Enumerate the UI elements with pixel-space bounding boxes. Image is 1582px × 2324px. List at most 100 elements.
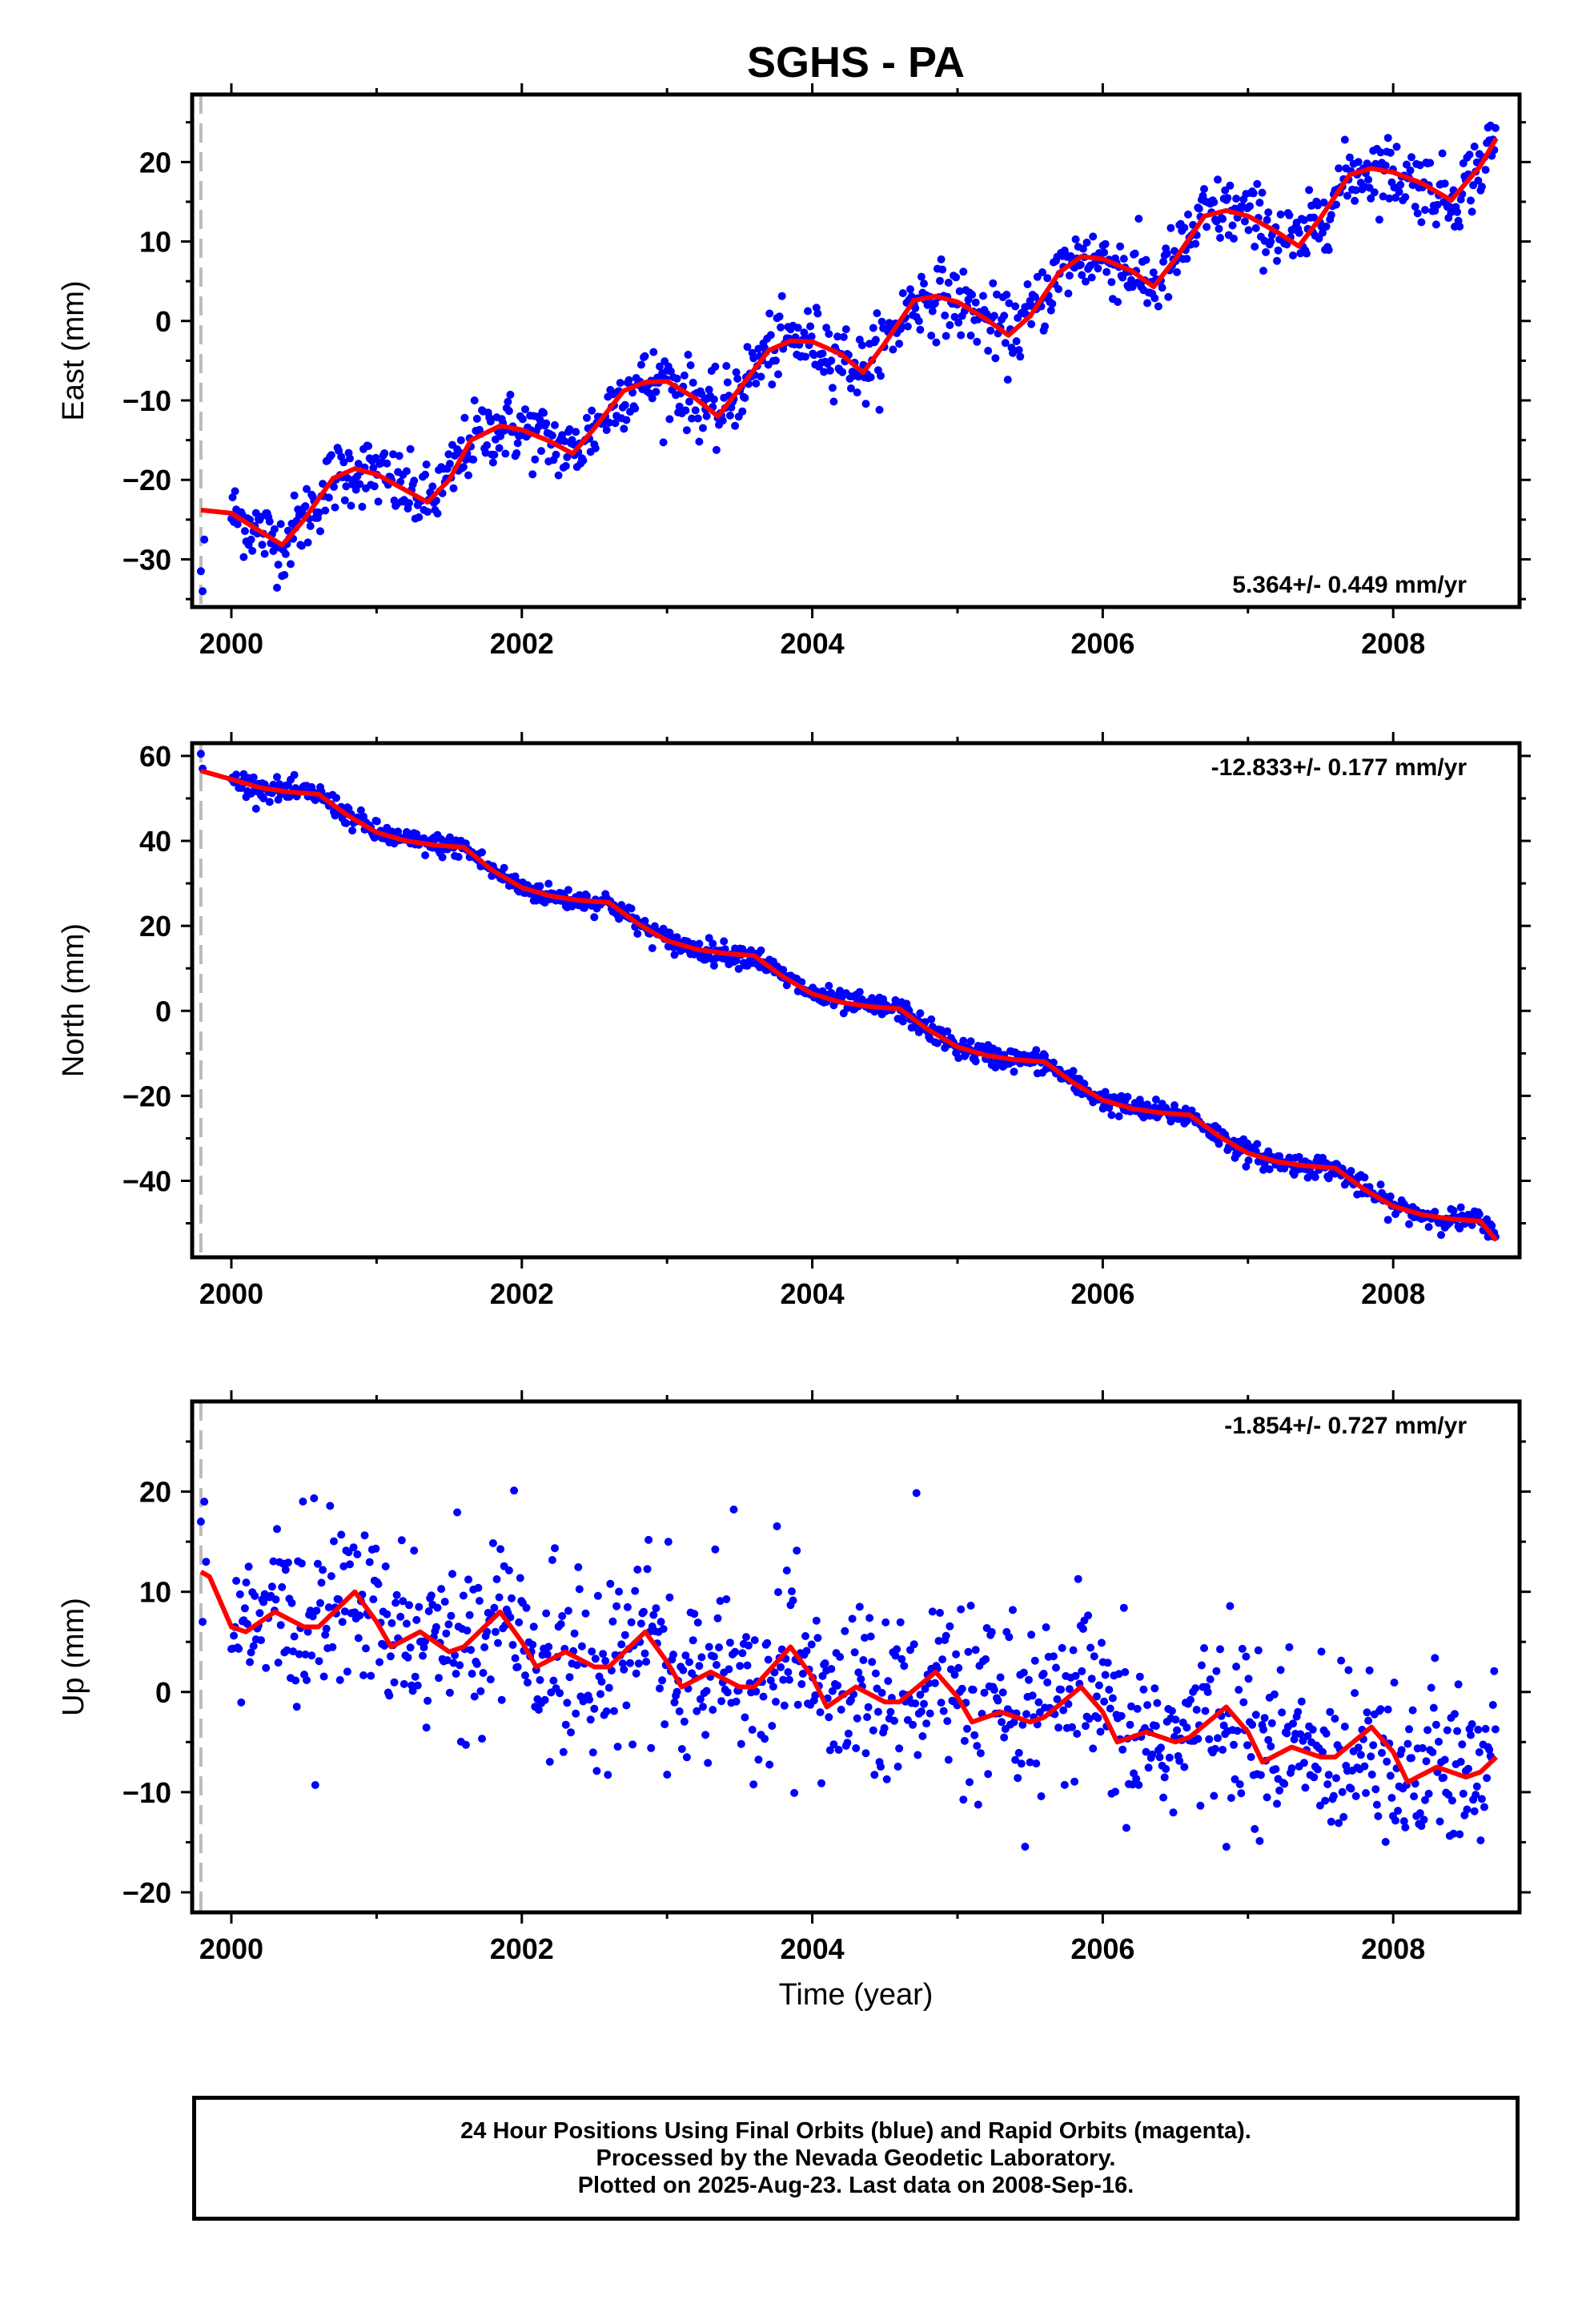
- data-point: [321, 1630, 330, 1639]
- data-point: [280, 571, 289, 579]
- data-point: [410, 1546, 419, 1555]
- data-point: [199, 587, 207, 596]
- data-point: [865, 1614, 874, 1622]
- data-point: [1294, 1707, 1303, 1716]
- data-point: [511, 1654, 520, 1663]
- data-point: [1431, 1208, 1439, 1216]
- data-point: [996, 1673, 1005, 1682]
- data-point: [681, 1651, 690, 1660]
- data-point: [1296, 1730, 1305, 1739]
- data-point: [591, 1655, 600, 1663]
- data-point: [463, 1626, 472, 1635]
- data-point: [1301, 1783, 1310, 1792]
- data-point: [954, 318, 963, 327]
- data-point: [370, 482, 379, 491]
- data-point: [757, 372, 765, 381]
- data-point: [769, 1683, 777, 1691]
- data-point: [480, 1643, 489, 1651]
- data-point: [1142, 255, 1150, 264]
- data-point: [1195, 204, 1203, 213]
- data-point: [601, 1657, 610, 1665]
- data-point: [274, 1659, 283, 1667]
- y-tick-label: −40: [122, 1164, 171, 1197]
- data-point: [1264, 1735, 1273, 1744]
- data-point: [1027, 1630, 1036, 1639]
- data-point: [1407, 1754, 1415, 1763]
- data-point: [673, 374, 681, 383]
- data-point: [1032, 1046, 1041, 1055]
- y-axis-label: North (mm): [57, 923, 90, 1077]
- data-point: [1196, 1801, 1205, 1810]
- data-point: [374, 1580, 383, 1589]
- x-tick-label: 2002: [490, 1932, 554, 1965]
- data-point: [643, 1565, 652, 1574]
- data-point: [973, 337, 982, 346]
- data-point: [196, 567, 205, 576]
- data-point: [492, 1575, 501, 1583]
- data-point: [1340, 135, 1349, 144]
- data-point: [774, 1588, 782, 1597]
- data-point: [400, 1679, 408, 1688]
- data-point: [1132, 1775, 1141, 1783]
- data-point: [490, 1603, 499, 1612]
- data-point: [871, 336, 880, 344]
- data-point: [1327, 211, 1335, 219]
- data-point: [720, 937, 729, 946]
- data-point: [1162, 1764, 1170, 1773]
- data-point: [770, 1668, 779, 1677]
- data-point: [1037, 1792, 1046, 1800]
- data-point: [1086, 1643, 1095, 1652]
- data-point: [813, 309, 822, 318]
- data-point: [1191, 1684, 1200, 1693]
- data-point: [1370, 188, 1379, 197]
- data-point: [853, 1714, 861, 1723]
- data-point: [554, 471, 563, 480]
- data-point: [255, 1609, 264, 1618]
- data-point: [327, 1572, 335, 1581]
- data-point: [1054, 1723, 1063, 1732]
- data-point: [1134, 215, 1143, 223]
- data-point: [615, 1587, 624, 1596]
- data-point: [1228, 221, 1237, 230]
- y-tick-label: 40: [139, 825, 171, 858]
- data-point: [765, 1760, 774, 1769]
- data-point: [1390, 1679, 1399, 1687]
- data-point: [1253, 179, 1262, 188]
- data-point: [1009, 1606, 1017, 1614]
- data-point: [468, 1670, 476, 1678]
- data-point: [1401, 1823, 1410, 1831]
- data-point: [1329, 1791, 1338, 1800]
- data-point: [563, 1699, 572, 1707]
- data-point: [1210, 1791, 1219, 1800]
- data-point: [1242, 1652, 1251, 1661]
- data-point: [1338, 1787, 1347, 1796]
- data-point: [406, 1643, 415, 1652]
- data-point: [1018, 1720, 1027, 1729]
- data-point: [330, 1537, 338, 1546]
- data-point: [390, 1678, 399, 1687]
- data-point: [240, 527, 249, 536]
- data-point: [1114, 298, 1122, 306]
- data-point: [1437, 1231, 1445, 1240]
- data-point: [497, 1695, 506, 1704]
- data-point: [1164, 292, 1173, 301]
- data-point: [262, 1663, 271, 1672]
- data-point: [658, 1676, 667, 1685]
- data-point: [822, 324, 831, 332]
- data-point: [1182, 255, 1191, 263]
- data-point: [1376, 1705, 1385, 1714]
- data-point: [1251, 1711, 1260, 1719]
- data-point: [1449, 1206, 1458, 1215]
- data-point: [943, 1027, 952, 1035]
- data-point: [709, 939, 717, 948]
- data-point: [1417, 218, 1426, 227]
- data-point: [556, 1689, 564, 1698]
- data-point: [640, 352, 649, 360]
- data-point: [544, 1642, 553, 1651]
- data-point: [483, 441, 492, 449]
- data-point: [478, 1735, 486, 1743]
- data-point: [1376, 148, 1385, 157]
- data-point: [1408, 1706, 1417, 1715]
- data-point: [900, 1662, 909, 1671]
- data-point: [909, 1640, 918, 1649]
